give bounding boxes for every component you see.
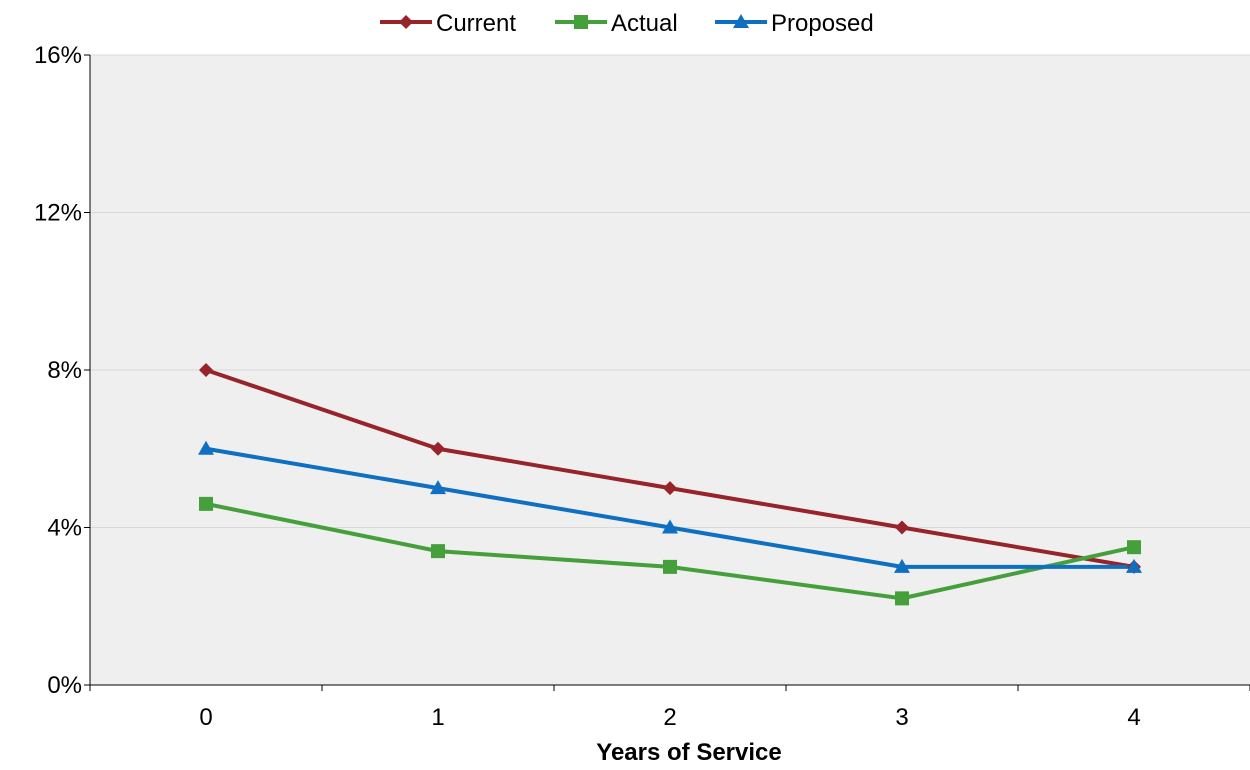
x-tick-label: 2 bbox=[663, 704, 676, 731]
y-tick-labels: 0% 4% 8% 12% 16% bbox=[34, 42, 82, 699]
data-point-proposed bbox=[430, 480, 446, 495]
y-tick-label: 16% bbox=[34, 42, 82, 69]
x-tick-labels: 0 1 2 3 4 bbox=[199, 704, 1140, 731]
x-tick-label: 1 bbox=[431, 704, 444, 731]
x-tick-label: 0 bbox=[199, 704, 212, 731]
legend-swatch-marker bbox=[399, 15, 413, 29]
data-point-actual bbox=[895, 591, 909, 606]
legend: Current Actual Proposed bbox=[380, 10, 874, 37]
legend-label: Proposed bbox=[771, 10, 874, 37]
axes bbox=[84, 54, 1250, 691]
y-tick-label: 0% bbox=[47, 672, 82, 699]
legend-item-proposed: Proposed bbox=[715, 10, 874, 37]
data-point-proposed bbox=[662, 519, 678, 534]
y-tick-label: 12% bbox=[34, 200, 82, 227]
data-point-current bbox=[895, 520, 909, 535]
data-point-current bbox=[431, 441, 445, 456]
legend-item-current: Current bbox=[380, 10, 516, 37]
y-tick-label: 8% bbox=[47, 357, 82, 384]
data-point-actual bbox=[431, 544, 445, 559]
legend-swatch-marker bbox=[733, 14, 749, 28]
legend-label: Actual bbox=[611, 10, 678, 37]
data-point-actual bbox=[1127, 540, 1141, 555]
data-point-current bbox=[663, 481, 677, 496]
x-axis-title: Years of Service bbox=[596, 739, 781, 766]
gridlines bbox=[90, 54, 1250, 528]
data-point-actual bbox=[663, 559, 677, 574]
data-point-proposed bbox=[1126, 558, 1142, 573]
x-tick-label: 3 bbox=[895, 704, 908, 731]
data-point-proposed bbox=[894, 558, 910, 573]
legend-label: Current bbox=[436, 10, 516, 37]
y-tick-label: 4% bbox=[47, 515, 82, 542]
data-point-actual bbox=[199, 496, 213, 511]
legend-item-actual: Actual bbox=[555, 10, 678, 37]
series-markers bbox=[198, 363, 1142, 606]
x-tick-label: 4 bbox=[1127, 704, 1140, 731]
data-point-current bbox=[199, 363, 213, 377]
legend-swatch-marker bbox=[574, 15, 588, 29]
data-point-proposed bbox=[198, 440, 214, 455]
